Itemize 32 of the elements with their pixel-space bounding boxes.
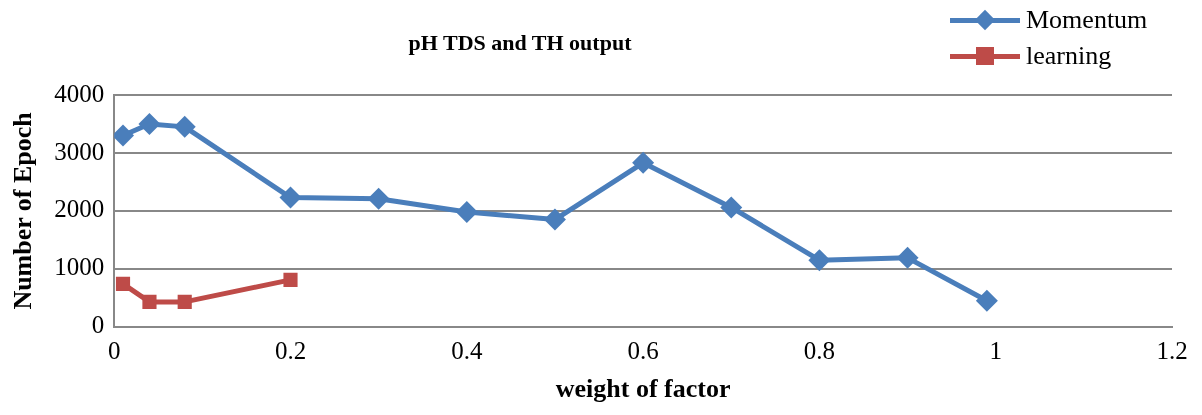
point — [975, 289, 998, 312]
point — [367, 187, 390, 210]
x-tick-label: 0.4 — [451, 337, 483, 365]
x-tick-label: 1.2 — [1156, 337, 1188, 365]
point — [896, 246, 919, 269]
x-tick-label: 0.6 — [627, 337, 659, 365]
y-tick-label: 1000 — [54, 253, 105, 281]
x-tick-label: 0.8 — [803, 337, 836, 365]
x-tick-label: 1 — [989, 337, 1002, 365]
x-axis-title: weight of factor — [555, 374, 731, 404]
point — [115, 276, 131, 291]
point — [283, 272, 298, 287]
point — [114, 124, 135, 147]
y-axis-title: Number of Epoch — [8, 111, 38, 310]
legend-label: Momentum — [1026, 5, 1148, 35]
y-tick-label: 3000 — [54, 137, 105, 165]
point — [632, 151, 655, 174]
point — [808, 249, 831, 272]
chart-title: pH TDS and TH output — [407, 30, 633, 56]
point — [543, 208, 566, 231]
y-tick-label: 0 — [91, 311, 105, 339]
x-tick-label: 0.2 — [274, 337, 307, 365]
legend-label: learning — [1026, 41, 1112, 71]
point — [279, 186, 302, 209]
point — [455, 201, 478, 224]
point — [138, 112, 161, 135]
y-tick-label: 4000 — [54, 79, 105, 107]
point — [142, 294, 157, 309]
point — [720, 196, 743, 219]
point — [177, 294, 192, 309]
y-tick-label: 2000 — [54, 195, 105, 223]
point — [173, 115, 196, 138]
